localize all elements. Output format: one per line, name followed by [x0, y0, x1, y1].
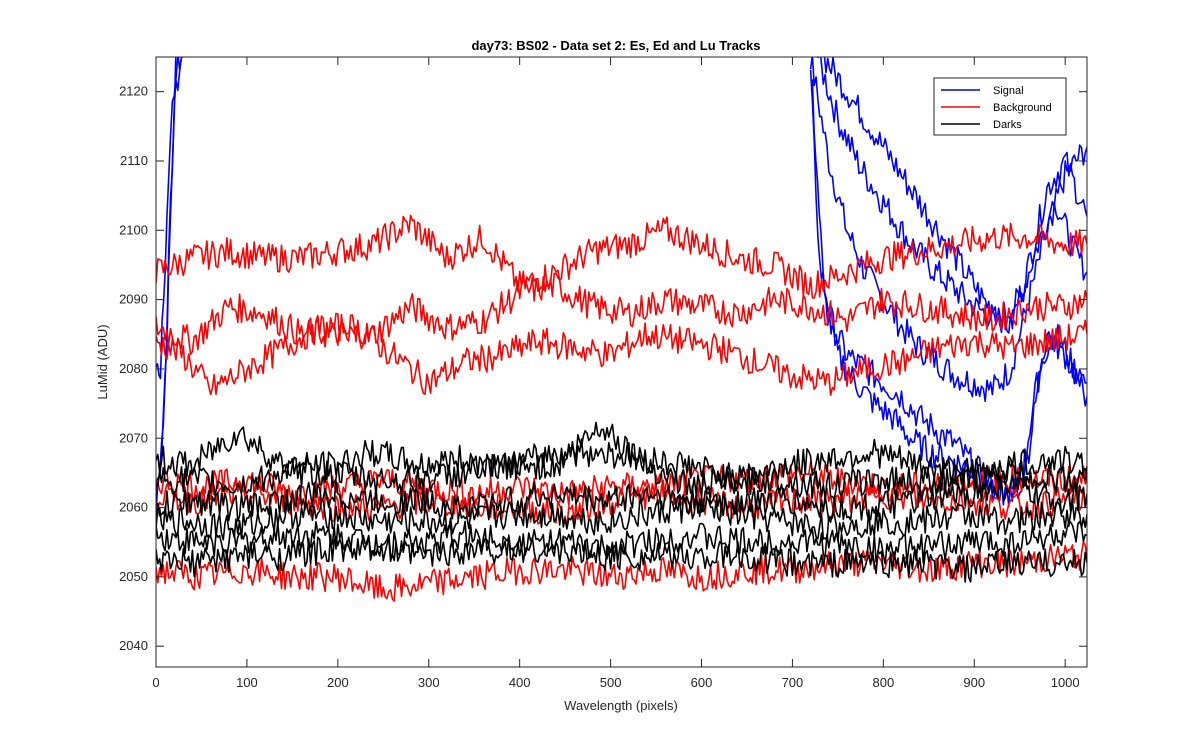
x-tick-label: 700	[782, 675, 804, 690]
y-tick-label: 2040	[119, 638, 148, 653]
x-tick-label: 0	[152, 675, 159, 690]
series-line-signal-7	[811, 79, 1087, 508]
series-line-signal-3	[809, 57, 1087, 403]
x-tick-label: 500	[600, 675, 622, 690]
x-tick-label: 900	[963, 675, 985, 690]
legend-signal-label: Signal	[993, 85, 1024, 97]
y-tick-label: 2100	[119, 222, 148, 237]
x-tick-label: 1000	[1051, 675, 1080, 690]
y-tick-label: 2110	[120, 153, 148, 168]
series-line-signal-4	[817, 57, 1087, 329]
series-line-background-13	[156, 540, 1087, 602]
x-tick-label: 200	[327, 675, 349, 690]
legend-background-label: Background	[993, 102, 1052, 114]
series-line-signal-2	[156, 57, 179, 380]
legend: Signal Background Darks	[933, 77, 1067, 136]
y-tick-label: 2090	[119, 292, 148, 307]
x-tick-label: 100	[236, 675, 258, 690]
y-tick-label: 2120	[119, 84, 148, 99]
series-line-darks-19	[156, 533, 1087, 583]
series-layer	[156, 57, 1087, 602]
y-tick-label: 2060	[119, 500, 148, 515]
series-line-signal-5	[823, 57, 1087, 334]
series-line-darks-18	[156, 520, 1087, 565]
x-axis: 0 100 200 300 400 500 600 700 800 900 1000	[152, 57, 1080, 690]
y-axis: 2040 2050 2060 2070 2080 2090 2100 2110 2120	[119, 84, 1087, 653]
series-line-darks-17	[156, 495, 1087, 543]
legend-box	[933, 77, 1067, 136]
plot-frame	[155, 56, 1088, 668]
legend-darks-label: Darks	[993, 119, 1022, 131]
y-tick-label: 2080	[119, 361, 148, 376]
series-line-background-10	[156, 312, 1087, 397]
series-line-background-8	[156, 214, 1087, 299]
x-tick-label: 400	[509, 675, 531, 690]
x-tick-label: 300	[418, 675, 440, 690]
chart-title: day73: BS02 - Data set 2: Es, Ed and Lu …	[471, 38, 760, 53]
y-tick-label: 2070	[119, 430, 148, 445]
y-axis-label: LuMid (ADU)	[95, 324, 110, 399]
x-tick-label: 800	[872, 675, 894, 690]
y-tick-label: 2050	[119, 569, 148, 584]
series-line-darks-16	[156, 474, 1087, 522]
x-tick-label: 600	[691, 675, 713, 690]
x-axis-label: Wavelength (pixels)	[564, 698, 678, 713]
